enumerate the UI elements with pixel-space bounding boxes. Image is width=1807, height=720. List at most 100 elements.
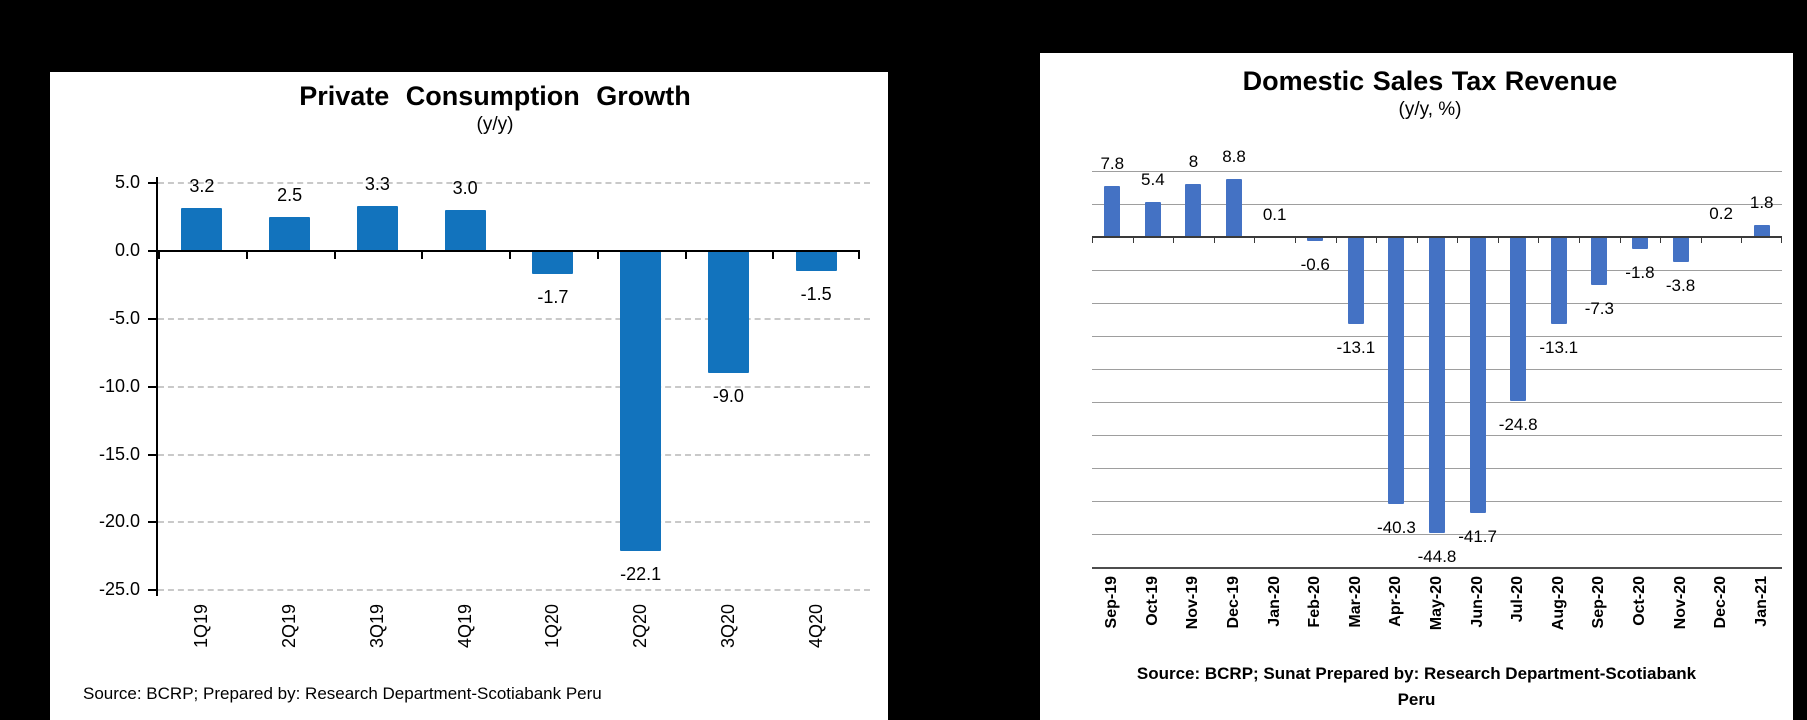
bar-Nov-20 <box>1672 237 1689 263</box>
x-axis-tick <box>1660 238 1662 244</box>
category-label: Oct-20 <box>1626 576 1654 656</box>
x-axis-tick <box>1579 238 1581 244</box>
value-label: 3.0 <box>452 178 478 199</box>
right-chart-plot: 7.8 5.4 8 8.8 0.1 -0.6 -13.1 -40.3 -44.8 -41.7 -24… <box>1092 147 1782 630</box>
category-label: Nov-20 <box>1667 576 1695 656</box>
value-label: -13.1 <box>1539 337 1579 357</box>
right-chart-source: Source: BCRP; Sunat Prepared by: Researc… <box>1040 661 1793 713</box>
category-label-text: Apr-20 <box>1387 576 1405 627</box>
value-label: -44.8 <box>1417 547 1457 567</box>
right-chart-source-line1: Source: BCRP; Sunat Prepared by: Researc… <box>1136 664 1697 683</box>
bar-4Q20 <box>795 251 837 272</box>
x-axis-tick <box>1741 238 1743 244</box>
category-label: Jun-20 <box>1464 576 1492 656</box>
category-label: Apr-20 <box>1382 576 1410 656</box>
gridline <box>158 317 870 320</box>
bar-2Q19 <box>269 217 311 251</box>
category-label-text: Nov-19 <box>1184 576 1202 630</box>
category-label: 2Q19 <box>276 604 304 684</box>
bar-Mar-20 <box>1347 237 1364 324</box>
category-label-text: Sep-19 <box>1103 576 1121 629</box>
right-chart-source-line2: Peru <box>1397 690 1436 709</box>
gridline <box>1092 203 1782 205</box>
category-label: 4Q19 <box>451 604 479 684</box>
value-label: 1.8 <box>1749 193 1774 213</box>
value-label: 0.2 <box>1709 203 1733 223</box>
value-label: -40.3 <box>1377 517 1416 537</box>
x-axis-line <box>1092 236 1782 239</box>
x-axis-tick <box>1254 238 1256 244</box>
x-axis-tick <box>1132 238 1134 244</box>
category-label: Sep-19 <box>1098 576 1126 656</box>
x-axis-tick <box>421 252 424 259</box>
category-label: Mar-20 <box>1342 576 1370 656</box>
value-label: 8 <box>1188 152 1199 172</box>
category-label: Feb-20 <box>1301 576 1329 656</box>
value-label: -7.3 <box>1584 299 1614 319</box>
x-axis-tick <box>1619 238 1621 244</box>
category-label-text: 4Q19 <box>454 604 475 649</box>
x-axis-tick <box>1700 238 1702 244</box>
right-chart-panel: Domestic Sales Tax Revenue (y/y, %) 7.8 5… <box>1040 53 1793 720</box>
x-axis-tick <box>1416 238 1418 244</box>
category-label: 1Q20 <box>539 604 567 684</box>
y-tick-label: -20.0 <box>98 511 140 532</box>
gridline <box>1092 566 1782 569</box>
category-label-text: Sep-20 <box>1590 576 1608 629</box>
x-axis-tick <box>684 252 687 259</box>
right-chart-subtitle: (y/y, %) <box>1398 99 1462 120</box>
left-chart-subtitle: (y/y) <box>476 114 514 135</box>
value-label: -0.6 <box>1300 255 1330 275</box>
x-axis-tick <box>772 252 775 259</box>
category-label: May-20 <box>1423 576 1451 656</box>
left-chart-plot: 5.0 0.0 -5.0 -10.0 -15.0 -20.0 -25.0 3.2 2.5 3.3 3… <box>99 172 870 648</box>
category-label-text: 1Q20 <box>542 604 563 649</box>
category-label: 3Q19 <box>363 604 391 684</box>
category-label: 2Q20 <box>627 604 655 684</box>
x-axis-tick <box>1294 238 1296 244</box>
bar-1Q19 <box>181 207 223 251</box>
bar-3Q20 <box>707 251 749 374</box>
y-tick-label: 5.0 <box>114 172 140 193</box>
x-axis-tick <box>1457 238 1459 244</box>
category-label-text: Jan-20 <box>1265 576 1283 627</box>
category-label: Dec-19 <box>1220 576 1248 656</box>
value-label: 3.2 <box>189 175 215 196</box>
category-label: 4Q20 <box>802 604 830 684</box>
bar-Dec-19 <box>1226 179 1243 238</box>
category-label: Dec-20 <box>1707 576 1735 656</box>
x-axis-tick <box>333 252 336 259</box>
category-label-text: Jan-21 <box>1752 576 1770 627</box>
x-axis-tick <box>1497 238 1499 244</box>
value-label: 7.8 <box>1100 153 1125 173</box>
value-label: 2.5 <box>277 185 303 206</box>
category-label-text: Mar-20 <box>1346 576 1364 628</box>
category-label-text: Dec-20 <box>1712 576 1730 629</box>
value-label: 5.4 <box>1141 169 1165 189</box>
bar-Nov-19 <box>1185 184 1202 238</box>
bar-Sep-20 <box>1591 237 1608 286</box>
value-label: -1.7 <box>537 287 569 308</box>
category-label: Jan-21 <box>1748 576 1776 656</box>
gridline <box>1092 534 1782 536</box>
category-label: Jul-20 <box>1504 576 1532 656</box>
value-label: -1.5 <box>800 284 832 305</box>
x-axis-tick <box>1538 238 1540 244</box>
x-axis-tick <box>858 252 860 259</box>
bar-1Q20 <box>532 251 574 275</box>
y-axis-tick <box>148 250 156 252</box>
bar-Sep-19 <box>1104 185 1121 238</box>
category-label-text: May-20 <box>1428 576 1445 631</box>
category-label: Nov-19 <box>1179 576 1207 656</box>
category-label-text: 1Q19 <box>191 604 212 649</box>
y-axis-tick <box>148 385 156 388</box>
category-label-text: Feb-20 <box>1306 576 1324 628</box>
category-label-text: Dec-19 <box>1225 576 1243 629</box>
right-chart-title: Domestic Sales Tax Revenue <box>1242 66 1618 96</box>
category-label-text: 4Q20 <box>805 604 826 649</box>
bar-2Q20 <box>620 251 662 551</box>
gridline <box>158 385 870 388</box>
category-label-text: 2Q19 <box>279 604 300 649</box>
value-label: -41.7 <box>1458 526 1497 546</box>
bar-Oct-19 <box>1144 201 1161 238</box>
